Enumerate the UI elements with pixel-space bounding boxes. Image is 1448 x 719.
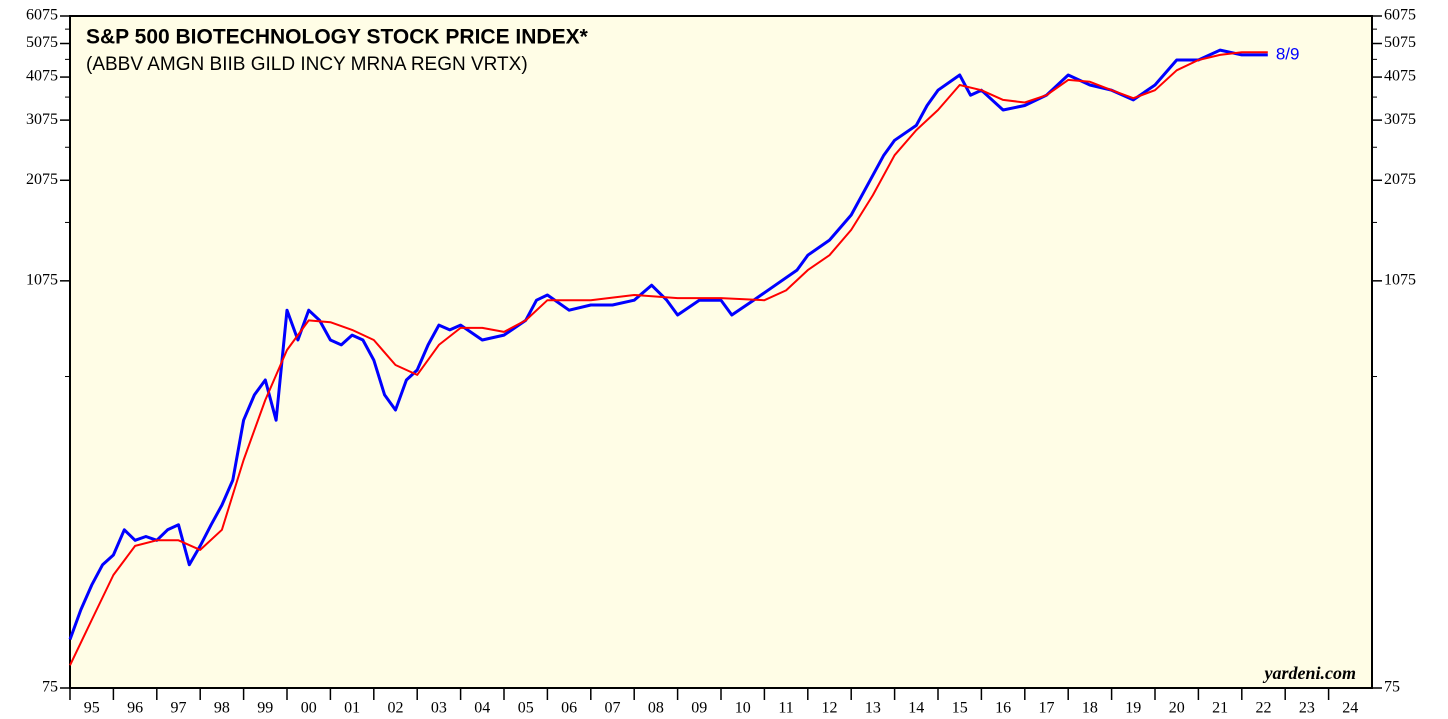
y2-tick-label: 3075 [1384, 111, 1416, 128]
chart-title: S&P 500 BIOTECHNOLOGY STOCK PRICE INDEX* [86, 26, 589, 49]
y2-tick-label: 6075 [1384, 7, 1416, 24]
x-tick-label: 21 [1212, 700, 1228, 717]
x-tick-label: 98 [214, 700, 230, 717]
x-tick-label: 95 [84, 700, 100, 717]
x-tick-label: 05 [518, 700, 534, 717]
y2-tick-label: 5075 [1384, 34, 1416, 51]
source: yardeni.com [1263, 663, 1357, 683]
plot-area [69, 15, 1373, 689]
x-tick-label: 14 [908, 700, 924, 717]
annotation: 8/9 [1276, 44, 1300, 63]
x-tick-label: 99 [257, 700, 273, 717]
x-tick-label: 96 [127, 700, 143, 717]
x-tick-label: 12 [822, 700, 838, 717]
x-tick-label: 03 [431, 700, 447, 717]
x-tick-label: 15 [952, 700, 968, 717]
y-tick-label: 1075 [26, 272, 58, 289]
x-tick-label: 18 [1082, 700, 1098, 717]
y2-tick-label: 4075 [1384, 68, 1416, 85]
series-line [69, 51, 1268, 666]
x-tick-label: 04 [474, 700, 490, 717]
x-tick-label: 02 [388, 700, 404, 717]
x-tick-label: 09 [691, 700, 707, 717]
chart-subtitle: (ABBV AMGN BIIB GILD INCY MRNA REGN VRTX… [86, 54, 528, 75]
x-tick-label: 19 [1125, 700, 1141, 717]
x-tick-label: 23 [1299, 700, 1315, 717]
x-tick-label: 24 [1342, 700, 1358, 717]
x-tick-label: 00 [301, 700, 317, 717]
y-tick-label: 4075 [26, 68, 58, 85]
y2-tick-label: 1075 [1384, 272, 1416, 289]
x-tick-label: 01 [344, 700, 360, 717]
x-tick-label: 06 [561, 700, 577, 717]
x-tick-label: 20 [1169, 700, 1185, 717]
x-tick-label: 11 [778, 700, 793, 717]
x-tick-label: 17 [1039, 700, 1055, 717]
x-tick-label: 97 [171, 700, 187, 717]
y-tick-label: 75 [42, 679, 58, 696]
series-line [68, 48, 1268, 641]
y-tick-label: 3075 [26, 111, 58, 128]
y-tick-label: 2075 [26, 171, 58, 188]
x-tick-label: 10 [735, 700, 751, 717]
x-tick-label: 16 [995, 700, 1011, 717]
x-tick-label: 13 [865, 700, 881, 717]
x-tick-label: 07 [605, 700, 621, 717]
y-tick-label: 5075 [26, 34, 58, 51]
y-tick-label: 6075 [26, 7, 58, 24]
y2-tick-label: 2075 [1384, 171, 1416, 188]
x-tick-label: 22 [1256, 700, 1272, 717]
y2-tick-label: 75 [1384, 679, 1400, 696]
x-tick-label: 08 [648, 700, 664, 717]
